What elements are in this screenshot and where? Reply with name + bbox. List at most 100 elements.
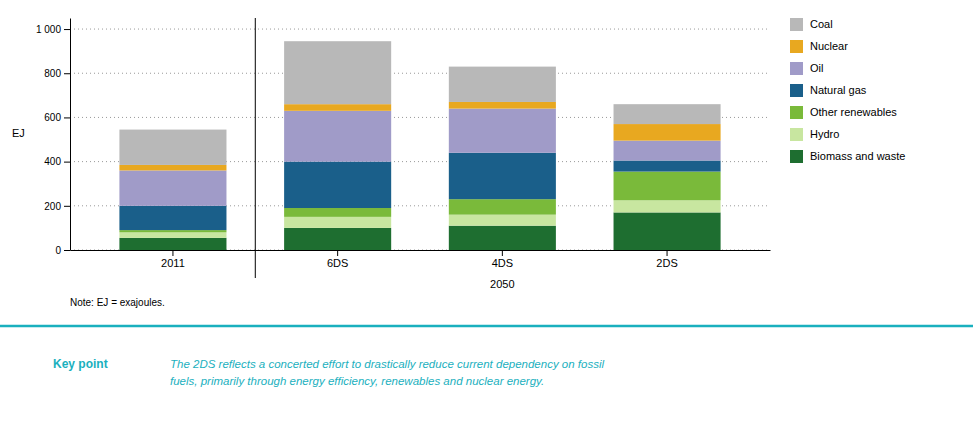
legend-item: Other renewables <box>790 106 897 119</box>
bar-segment <box>119 238 226 250</box>
bar-segment <box>284 104 391 111</box>
legend-swatch <box>790 18 803 31</box>
bar-segment <box>614 161 721 172</box>
series <box>119 102 720 170</box>
legend-swatch <box>790 150 803 163</box>
bars <box>119 41 720 250</box>
legend-label: Oil <box>810 62 823 74</box>
group-label: 2050 <box>490 278 514 290</box>
tick-label: 400 <box>44 156 61 167</box>
bar-segment <box>284 41 391 104</box>
tick: 600 <box>44 112 70 123</box>
axis-line <box>71 250 771 251</box>
tick-mark <box>64 206 70 207</box>
tick: 1 000 <box>36 24 70 35</box>
series <box>119 41 720 165</box>
legend-swatch <box>790 128 803 141</box>
legend-label: Nuclear <box>810 40 848 52</box>
tick-mark <box>337 250 338 256</box>
series <box>119 200 720 238</box>
y-axis-title: EJ <box>12 127 25 139</box>
text-line: fuels, primarily through energy efficien… <box>170 375 544 387</box>
x-axis: 2011 6DS 4DS 2DS <box>71 250 771 269</box>
bar-segment <box>614 200 721 212</box>
legend-item: Natural gas <box>790 84 867 97</box>
bar-segment <box>119 130 226 165</box>
key-point-label: Key point <box>53 357 108 371</box>
bar-segment <box>449 199 556 214</box>
bar-segment <box>614 104 721 124</box>
tick-label: 4DS <box>492 257 513 269</box>
legend-item: Coal <box>790 18 833 31</box>
legend-label: Biomass and waste <box>810 150 905 162</box>
bar-segment <box>284 217 391 228</box>
tick-mark <box>64 73 70 74</box>
y-axis: 0 200 400 600 800 1 000 <box>36 19 71 256</box>
tick: 6DS <box>327 250 348 269</box>
tick-mark <box>502 250 503 256</box>
bar-segment <box>449 226 556 250</box>
divider <box>255 18 256 278</box>
tick: 2DS <box>656 250 677 269</box>
legend-swatch <box>790 84 803 97</box>
tick: 200 <box>44 201 70 212</box>
legend-swatch <box>790 106 803 119</box>
legend-label: Coal <box>810 18 833 30</box>
tick: 0 <box>55 245 70 256</box>
legend-label: Hydro <box>810 128 839 140</box>
legend-label: Other renewables <box>810 106 897 118</box>
tick-mark <box>667 250 668 256</box>
tick-label: 600 <box>44 112 61 123</box>
bar-segment <box>119 230 226 232</box>
bar-segment <box>614 141 721 161</box>
text-line: The 2DS reflects a concerted effort to d… <box>170 358 604 370</box>
tick-label: 200 <box>44 201 61 212</box>
grid-line <box>70 73 770 74</box>
legend-label: Natural gas <box>810 84 867 96</box>
bar-segment <box>449 215 556 226</box>
tick: 400 <box>44 156 70 167</box>
bar-segment <box>449 67 556 102</box>
tick-label: 2DS <box>656 257 677 269</box>
bar-segment <box>284 111 391 162</box>
bar-segment <box>284 208 391 217</box>
bar-segment <box>119 165 226 171</box>
tick-label: 1 000 <box>36 24 61 35</box>
legend: Coal Nuclear Oil Natural gas Other renewable… <box>790 18 905 163</box>
legend-swatch <box>790 62 803 75</box>
legend-item: Hydro <box>790 128 839 141</box>
bar-segment <box>284 162 391 208</box>
tick-mark <box>172 250 173 256</box>
tick-mark <box>64 29 70 30</box>
grid-line <box>70 29 770 30</box>
tick-label: 6DS <box>327 257 348 269</box>
bar-segment <box>449 109 556 153</box>
legend-item: Biomass and waste <box>790 150 905 163</box>
bar-segment <box>614 124 721 141</box>
legend-swatch <box>790 40 803 53</box>
bar-segment <box>449 102 556 109</box>
bar-segment <box>119 206 226 230</box>
legend-item: Nuclear <box>790 40 848 53</box>
tick: 4DS <box>492 250 513 269</box>
tick: 800 <box>44 68 70 79</box>
legend-item: Oil <box>790 62 823 75</box>
key-point-text: The 2DS reflects a concerted effort to d… <box>170 358 604 387</box>
note: Note: EJ = exajoules. <box>70 297 165 308</box>
grid <box>70 29 770 250</box>
chart: 0 200 400 600 800 1 000 EJ 2011 6DS 4DS 2DS 2050 Coa… <box>0 0 973 444</box>
tick-mark <box>64 162 70 163</box>
bar-segment <box>119 170 226 205</box>
bar-segment <box>284 228 391 250</box>
key-point-rule <box>0 325 973 328</box>
bar-segment <box>614 172 721 201</box>
tick-label: 800 <box>44 68 61 79</box>
bar-segment <box>119 232 226 238</box>
bar-segment <box>449 153 556 199</box>
tick-mark <box>64 250 70 251</box>
tick-label: 0 <box>55 245 61 256</box>
tick-label: 2011 <box>161 257 185 269</box>
tick-mark <box>64 117 70 118</box>
axis-line <box>70 19 71 251</box>
bar-segment <box>614 212 721 250</box>
